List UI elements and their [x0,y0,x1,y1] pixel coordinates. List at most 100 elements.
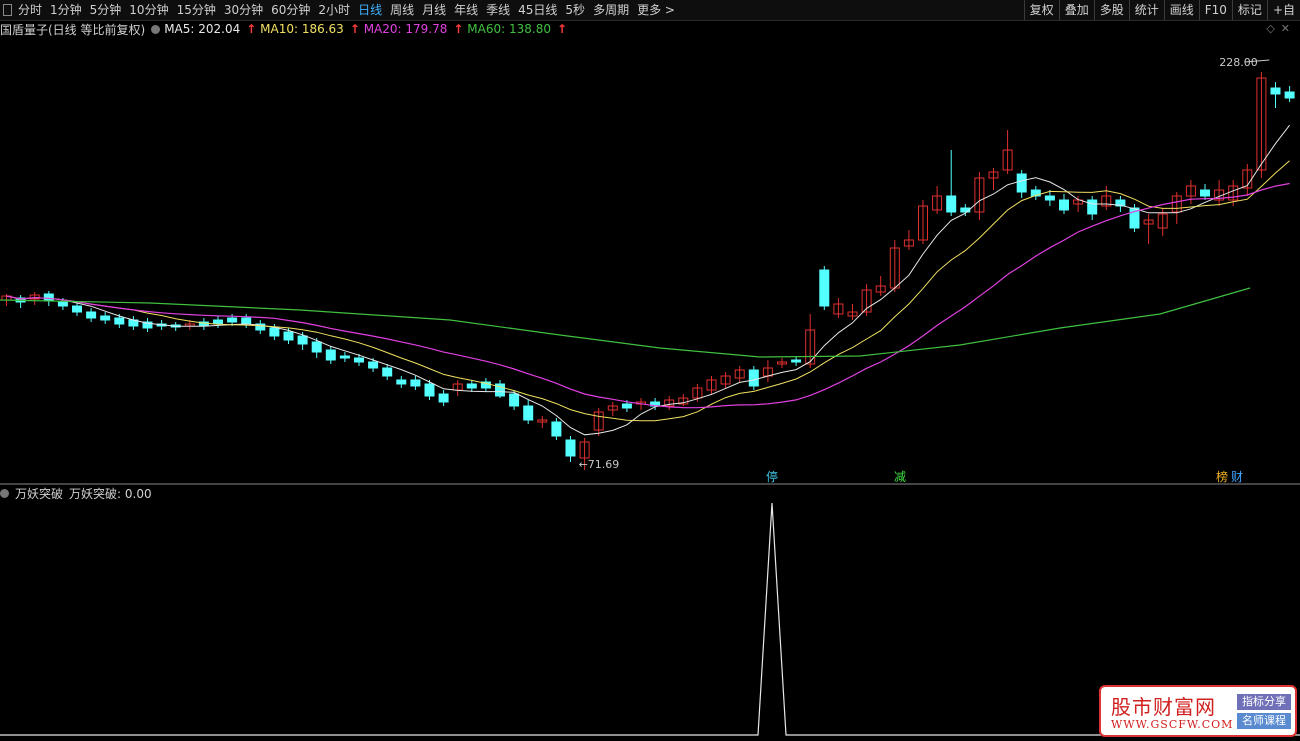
candle-body [1101,195,1112,207]
overlay-button[interactable]: 叠加 [1058,0,1094,20]
close-icon[interactable]: ✕ [1280,22,1296,35]
tab-period-7[interactable]: 2小时 [318,3,351,17]
tab-period-12[interactable]: 季线 [486,3,511,17]
candle-body [706,379,717,391]
settings-dot-icon[interactable] [151,24,161,34]
tab-period-10[interactable]: 月线 [422,3,447,17]
candle [819,266,830,310]
candle-body [466,383,477,389]
candle-body [777,361,787,365]
f10-button[interactable]: F10 [1198,0,1232,20]
sub-settings-dot-icon[interactable] [0,488,9,498]
candle-body [946,195,957,213]
candle-body [1129,207,1140,229]
period-tabs: 分时 1分钟 5分钟 10分钟 15分钟 30分钟 60分钟 2小时 日线 周线… [14,0,679,20]
candle [762,360,773,382]
tab-period-11[interactable]: 年线 [454,3,479,17]
candle-body [805,329,816,365]
diamond-icon[interactable]: ◇ [1266,22,1281,35]
candle [438,390,449,406]
candle-body [213,319,223,325]
indicator-plot [0,502,1300,736]
candle-body [86,311,97,319]
candle-body [1143,219,1154,225]
candle-body [523,405,534,421]
tab-period-13[interactable]: 45日线 [518,3,558,17]
tab-period-15[interactable]: 多周期 [593,3,630,17]
candle-body [495,383,505,397]
candle [932,186,943,214]
candle-body [297,335,308,345]
candle [720,372,731,388]
candle-body [368,361,379,369]
candle-body [1030,189,1041,197]
candle [903,230,914,250]
candle-body [29,294,40,300]
candle [1185,180,1196,204]
tab-period-2[interactable]: 5分钟 [89,3,122,17]
panel-toggle-icon[interactable] [0,0,14,20]
candle [1284,86,1295,102]
main-legend: 国盾量子(日线 等比前复权) MA5: 202.04 ↑ MA10: 186.63… [0,21,567,37]
candle [382,364,393,380]
tab-period-3[interactable]: 10分钟 [129,3,169,17]
candle [1214,180,1225,206]
candle [593,408,604,436]
logo-url-text: WWW.GSCFW.COM [1111,718,1234,731]
ma10-line [6,160,1290,422]
candle [847,304,858,320]
add-self-select-button[interactable]: +自 [1266,0,1300,20]
candle-body [551,421,562,437]
event-marker: 减 [894,470,906,484]
tab-period-1[interactable]: 1分钟 [50,3,82,17]
candle [1044,190,1055,206]
candle-body [819,269,830,307]
candle [1115,196,1126,212]
statistics-button[interactable]: 统计 [1128,0,1164,20]
ma60-line [0,287,1251,358]
more-periods-button[interactable]: 更多 > [637,3,675,17]
candle-body [847,311,858,317]
high-price-label: 228.00 [1219,56,1258,69]
candle [918,200,928,244]
ma20-line [6,182,1290,409]
candle [86,308,97,322]
multi-stock-button[interactable]: 多股 [1093,0,1129,20]
ma10-label: MA10: 186.63 [260,22,344,36]
mark-button[interactable]: 标记 [1231,0,1267,20]
candle-body [1016,173,1027,193]
tab-period-daily[interactable]: 日线 [358,3,383,17]
candle-body [664,399,675,407]
tab-period-14[interactable]: 5秒 [565,3,586,17]
tab-period-9[interactable]: 周线 [390,3,415,17]
candle-body [833,303,844,315]
period-toolbar: 分时 1分钟 5分钟 10分钟 15分钟 30分钟 60分钟 2小时 日线 周线… [0,0,1300,21]
candle [875,276,886,296]
event-marker: 榜 [1216,469,1228,484]
tab-period-5[interactable]: 30分钟 [223,3,264,17]
tab-period-0[interactable]: 分时 [18,3,43,17]
candle [1030,186,1041,200]
tab-period-4[interactable]: 15分钟 [176,3,216,17]
draw-line-button[interactable]: 画线 [1163,0,1199,20]
candle [480,378,491,392]
candle [142,318,153,332]
candle-body [142,321,153,329]
candle [466,380,477,392]
candle [213,316,223,328]
ma5-line [6,124,1290,436]
candle-body [1171,195,1182,213]
ma60-label: MA60: 138.80 [467,22,551,36]
indicator-value: 万妖突破: 0.00 [69,486,152,501]
candle [495,380,505,398]
candle [1002,130,1013,174]
candle [1073,196,1084,212]
signal-line [0,502,1300,736]
candle [354,354,364,366]
adjust-button[interactable]: 复权 [1023,0,1059,20]
tab-period-6[interactable]: 60分钟 [271,3,311,17]
candle [791,356,802,366]
candle-body [255,323,266,331]
candle [1143,214,1154,244]
candle [748,366,759,390]
